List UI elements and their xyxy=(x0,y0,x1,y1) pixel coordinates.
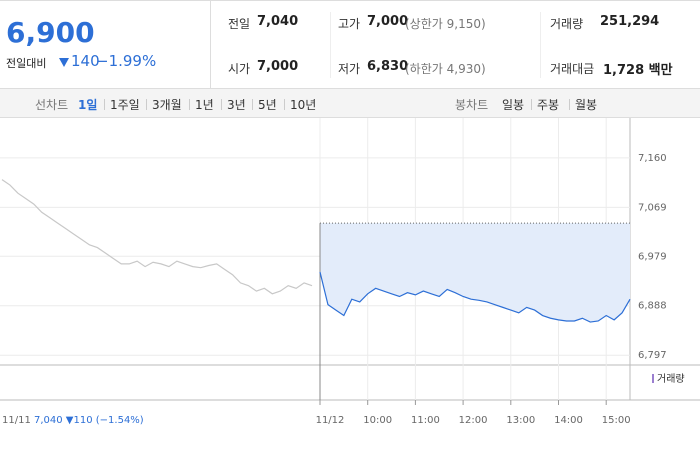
tab[interactable]: 주봉 xyxy=(537,98,560,112)
change: 140 xyxy=(71,52,100,70)
stat-value: 7,040 xyxy=(257,14,299,29)
tab[interactable]: 5년 xyxy=(258,98,277,112)
y-tick-label: 6,979 xyxy=(638,251,667,262)
tab[interactable]: 1일 xyxy=(78,98,98,112)
change-label: 전일대비 xyxy=(6,57,47,70)
x-tick-label: 14:00 xyxy=(554,415,583,426)
y-tick-label: 7,069 xyxy=(638,202,667,213)
stat-label: 거래대금 xyxy=(550,62,595,76)
tab[interactable]: 월봉 xyxy=(575,98,598,112)
tab-separator xyxy=(189,99,190,110)
x-tick-label: 15:00 xyxy=(602,415,631,426)
tab-separator xyxy=(221,99,222,110)
tab-separator xyxy=(569,99,570,110)
price-line xyxy=(1,179,313,295)
tab[interactable]: 1년 xyxy=(195,98,214,112)
legend-swatch xyxy=(652,374,654,383)
prev-summary: 7,040 ▼110 (−1.54%) xyxy=(34,415,144,426)
stat-value: 7,000 xyxy=(257,59,299,74)
stat-label: 고가 xyxy=(338,17,361,31)
area-fill xyxy=(320,223,631,323)
tab-bar xyxy=(0,88,700,118)
tab-group-label: 봉차트 xyxy=(455,98,489,112)
stat-value: 251,294 xyxy=(600,14,660,29)
tab[interactable]: 10년 xyxy=(290,98,317,112)
stat-value: 7,000 xyxy=(367,14,409,29)
tab[interactable]: 1주일 xyxy=(110,98,140,112)
stat-label: 시가 xyxy=(228,62,251,76)
stat-value: 6,830 xyxy=(367,59,409,74)
stat-value: 1,728 백만 xyxy=(603,63,673,78)
stat-note: (하한가 4,930) xyxy=(405,62,486,76)
change-rate: −1.99% xyxy=(96,52,157,70)
stat-label: 거래량 xyxy=(550,17,584,31)
x-tick-label: 13:00 xyxy=(506,415,535,426)
stat-label: 저가 xyxy=(338,62,361,76)
x-tick-label: 10:00 xyxy=(363,415,392,426)
x-tick-label: 11/12 xyxy=(316,415,345,426)
x-tick-label: 11/11 xyxy=(2,415,31,426)
tab-separator xyxy=(284,99,285,110)
y-tick-label: 7,160 xyxy=(638,153,667,164)
tab-separator xyxy=(104,99,105,110)
y-tick-label: 6,797 xyxy=(638,350,667,361)
tab[interactable]: 3년 xyxy=(227,98,246,112)
tab-group-label: 선차트 xyxy=(35,98,69,112)
tab-separator xyxy=(531,99,532,110)
chart: 7,160 7,069 6,979 6,888 6,797 11/11 11/12 10:00… xyxy=(0,118,700,426)
price: 6,900 xyxy=(6,16,95,49)
stat-note: (상한가 9,150) xyxy=(405,17,486,31)
legend-label: 거래량 xyxy=(657,373,685,385)
tab-separator xyxy=(252,99,253,110)
tab[interactable]: 3개월 xyxy=(152,98,182,112)
price-line xyxy=(319,271,631,323)
stat-label: 전일 xyxy=(228,17,251,31)
down-icon xyxy=(59,58,69,67)
tab-separator xyxy=(146,99,147,110)
x-tick-label: 11:00 xyxy=(411,415,440,426)
tab[interactable]: 일봉 xyxy=(502,98,525,112)
y-tick-label: 6,888 xyxy=(638,301,667,312)
x-tick-label: 12:00 xyxy=(459,415,488,426)
